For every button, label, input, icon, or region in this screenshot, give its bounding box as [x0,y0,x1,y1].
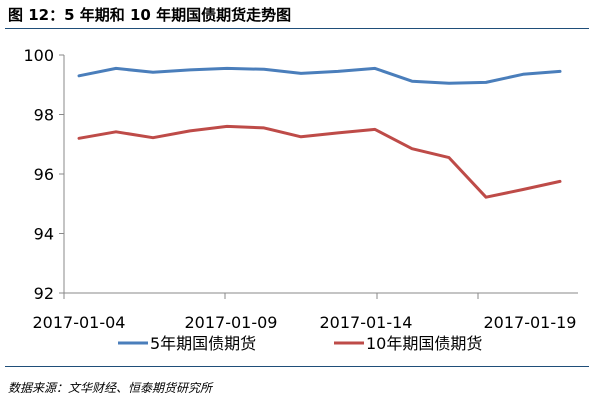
series-line-10y [77,124,562,199]
title-rule [5,28,589,29]
source-note: 数据来源：文华财经、恒泰期货研究所 [8,381,213,395]
y-tick-label: 96 [34,165,54,184]
series-line-5y [77,66,562,85]
bottom-rule [5,366,589,367]
series-lines [77,66,562,199]
figure-title: 图 12：5 年期和 10 年期国债期货走势图 [8,6,292,24]
x-tick-label: 2017-01-04 [33,313,126,332]
x-axis: 2017-01-04 2017-01-09 2017-01-14 2017-01-19 [33,292,578,332]
y-tick-label: 94 [34,225,54,244]
legend-label: 10年期国债期货 [366,334,482,353]
legend: 5年期国债期货 10年期国债期货 [118,334,482,353]
y-axis: 92 94 96 98 100 [23,46,65,303]
x-tick-label: 2017-01-09 [185,313,278,332]
x-tick-label: 2017-01-14 [320,313,413,332]
y-tick-label: 92 [34,284,54,303]
x-tick-label: 2017-01-19 [484,313,577,332]
legend-label: 5年期国债期货 [150,334,256,353]
y-tick-label: 98 [34,106,54,125]
y-tick-label: 100 [23,46,54,65]
